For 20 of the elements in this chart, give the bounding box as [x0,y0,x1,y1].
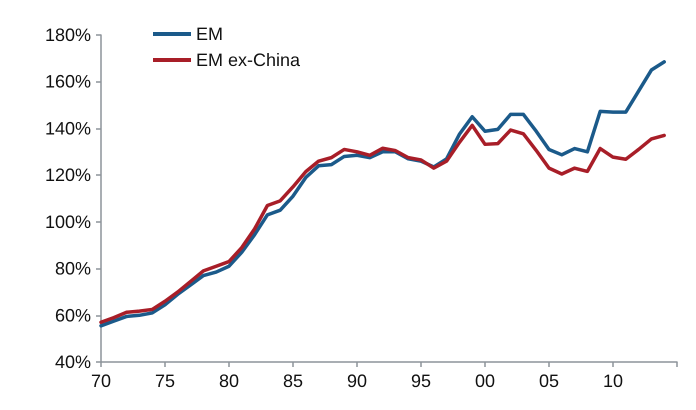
y-tick-label: 140% [44,118,91,138]
y-tick-label: 160% [44,72,91,92]
x-tick-label: 70 [90,371,112,391]
x-tick-label: 10 [602,371,624,391]
y-tick-label: 40% [54,352,91,372]
line-series [99,124,666,324]
x-tick-label: 05 [538,371,560,391]
x-tick-label: 95 [410,371,432,391]
y-tick-label: 80% [54,258,91,279]
x-tick-label: 00 [474,371,496,391]
legend-label: EM ex-China [196,50,302,70]
y-tick-label: 180% [44,25,91,45]
x-tick-label: 90 [346,371,368,391]
x-tick-label: 80 [218,371,240,391]
y-tick-label: 100% [44,212,91,232]
y-tick-label: 120% [44,165,91,186]
y-tick-label: 60% [54,305,91,326]
x-tick-label: 85 [282,371,304,391]
legend-label: EM [196,24,223,44]
x-tick-label: 75 [154,371,176,391]
